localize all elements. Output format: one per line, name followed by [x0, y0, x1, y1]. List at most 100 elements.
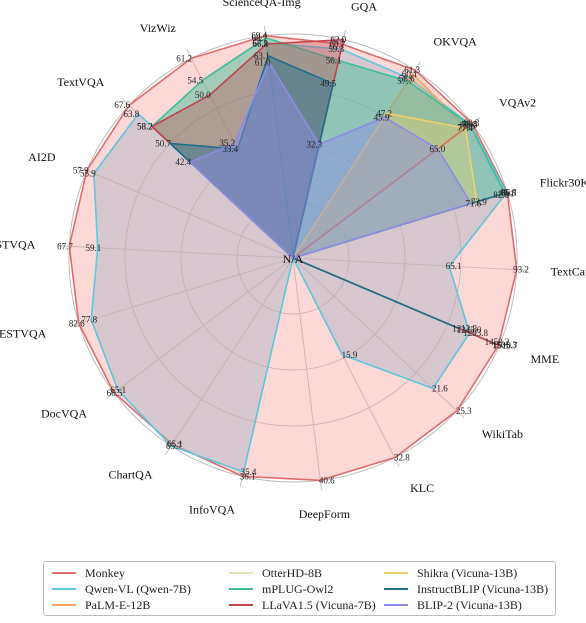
- legend-label: Shikra (Vicuna-13B): [417, 565, 518, 580]
- legend-swatch: [52, 572, 76, 574]
- value-label: 77.7: [458, 123, 474, 133]
- axis-label: TextCaps: [551, 265, 586, 279]
- legend-item: mPLUG-Owl2: [229, 581, 333, 597]
- legend: Monkey Qwen-VL (Qwen-7B) PaLM-E-12B Otte…: [43, 561, 556, 616]
- value-label: 65.0: [430, 144, 446, 154]
- axis-spoke: [186, 49, 294, 259]
- value-label: 1212.8: [452, 323, 477, 333]
- center-label: N/A: [283, 252, 304, 266]
- value-label: 35.4: [241, 467, 257, 477]
- value-label: 1293.8: [463, 328, 488, 338]
- axis-label: ScienceQA-Img: [223, 0, 301, 9]
- value-label: 15.9: [342, 350, 358, 360]
- axis-label: DocVQA: [41, 406, 87, 420]
- legend-label: OtterHD-8B: [262, 565, 322, 580]
- grid-circle: [180, 145, 406, 371]
- value-label: 40.6: [319, 475, 335, 485]
- value-label: 82.6: [69, 319, 85, 329]
- legend-label: PaLM-E-12B: [85, 597, 151, 612]
- value-label: 59.1: [86, 243, 102, 253]
- value-label: 62.0: [331, 35, 347, 45]
- value-label: 55.9: [80, 169, 96, 179]
- value-label: 66.5: [107, 388, 123, 398]
- legend-item: Monkey: [52, 565, 125, 581]
- legend-item: OtterHD-8B: [229, 565, 322, 581]
- grid-circle: [236, 201, 350, 315]
- axis-spoke: [77, 166, 294, 259]
- axis-spoke: [292, 257, 465, 418]
- grid-circle: [68, 33, 518, 483]
- value-label: 65.1: [167, 439, 183, 449]
- value-label: 50.7: [155, 138, 171, 148]
- value-label: 57.9: [73, 166, 89, 176]
- value-label: 58.2: [137, 122, 153, 132]
- value-label: 77.8: [81, 315, 97, 325]
- legend-swatch: [229, 588, 253, 590]
- value-label: 42.4: [175, 157, 191, 167]
- axis-label: InfoVQA: [189, 502, 235, 516]
- legend-swatch: [52, 588, 76, 590]
- axis-label: MME: [531, 352, 560, 366]
- series-area: [90, 42, 508, 473]
- value-label: 61.2: [176, 53, 192, 63]
- value-label: 32.3: [306, 139, 322, 149]
- value-label: 69.4: [251, 31, 267, 41]
- value-label: 67.7: [57, 241, 73, 251]
- value-label: 79.5: [462, 120, 478, 130]
- value-label: 65.1: [446, 261, 462, 271]
- value-label: 63.1: [254, 51, 270, 61]
- legend-label: Monkey: [85, 565, 125, 580]
- value-label: 60.1: [402, 69, 418, 79]
- value-label: 35.2: [219, 138, 235, 148]
- legend-swatch: [384, 572, 408, 574]
- value-label: 77.4: [457, 123, 473, 133]
- value-label: 73.9: [471, 197, 487, 207]
- value-label: 58.2: [137, 122, 153, 132]
- axis-label: WikiTab: [482, 427, 523, 441]
- legend-swatch: [52, 604, 76, 606]
- legend-swatch: [384, 604, 408, 606]
- value-label: 25.3: [456, 406, 472, 416]
- axis-label: VQAv2: [499, 96, 536, 110]
- value-label: 58.6: [399, 73, 415, 83]
- series-area: [189, 61, 472, 259]
- value-label: 66.8: [252, 39, 268, 49]
- grid-circle: [124, 89, 462, 427]
- value-label: 71.6: [465, 199, 481, 209]
- value-label: 80.3: [464, 118, 480, 128]
- axis-spoke: [292, 257, 322, 491]
- legend-item: Shikra (Vicuna-13B): [384, 565, 517, 581]
- value-label: 67.6: [114, 100, 130, 110]
- value-label: 56.1: [326, 56, 342, 66]
- value-label: 59.3: [328, 44, 344, 54]
- value-label: 65.7: [166, 441, 182, 451]
- value-label: 45.9: [374, 112, 390, 122]
- legend-label: BLIP-2 (Vicuna-13B): [417, 597, 522, 612]
- value-label: 68.7: [252, 33, 268, 43]
- value-label: 86.1: [501, 188, 517, 198]
- value-label: 61.3: [404, 65, 420, 75]
- legend-item: LLaVA1.5 (Vicuna-7B): [229, 597, 376, 613]
- axis-label: ChartQA: [109, 467, 153, 481]
- axis-spoke: [69, 257, 294, 327]
- legend-label: mPLUG-Owl2: [262, 581, 334, 596]
- axis-label: OKVQA: [434, 35, 478, 49]
- legend-item: PaLM-E-12B: [52, 597, 150, 613]
- legend-item: BLIP-2 (Vicuna-13B): [384, 597, 522, 613]
- legend-item: Qwen-VL (Qwen-7B): [52, 581, 191, 597]
- axis-label: VizWiz: [140, 21, 176, 35]
- value-label: 85.1: [499, 188, 515, 198]
- axis-label: STVQA: [0, 238, 36, 252]
- value-label: 1510.7: [493, 341, 518, 351]
- radar-chart: 60.7 61.3 80.3 86.1 93.2 1505.3 25.3 32.8 40.6 36…: [0, 0, 586, 521]
- axis-spoke: [292, 257, 527, 271]
- value-label: 79.4: [462, 120, 478, 130]
- value-label: 47.2: [376, 108, 392, 118]
- legend-item: InstructBLIP (Vicuna-13B): [384, 581, 548, 597]
- value-label: 85.8: [501, 188, 517, 198]
- axis-label: AI2D: [28, 150, 56, 164]
- value-label: 54.5: [187, 75, 203, 85]
- axis-label: TextVQA: [57, 75, 104, 89]
- value-label: 65.1: [110, 385, 126, 395]
- value-label: 49.5: [320, 79, 336, 89]
